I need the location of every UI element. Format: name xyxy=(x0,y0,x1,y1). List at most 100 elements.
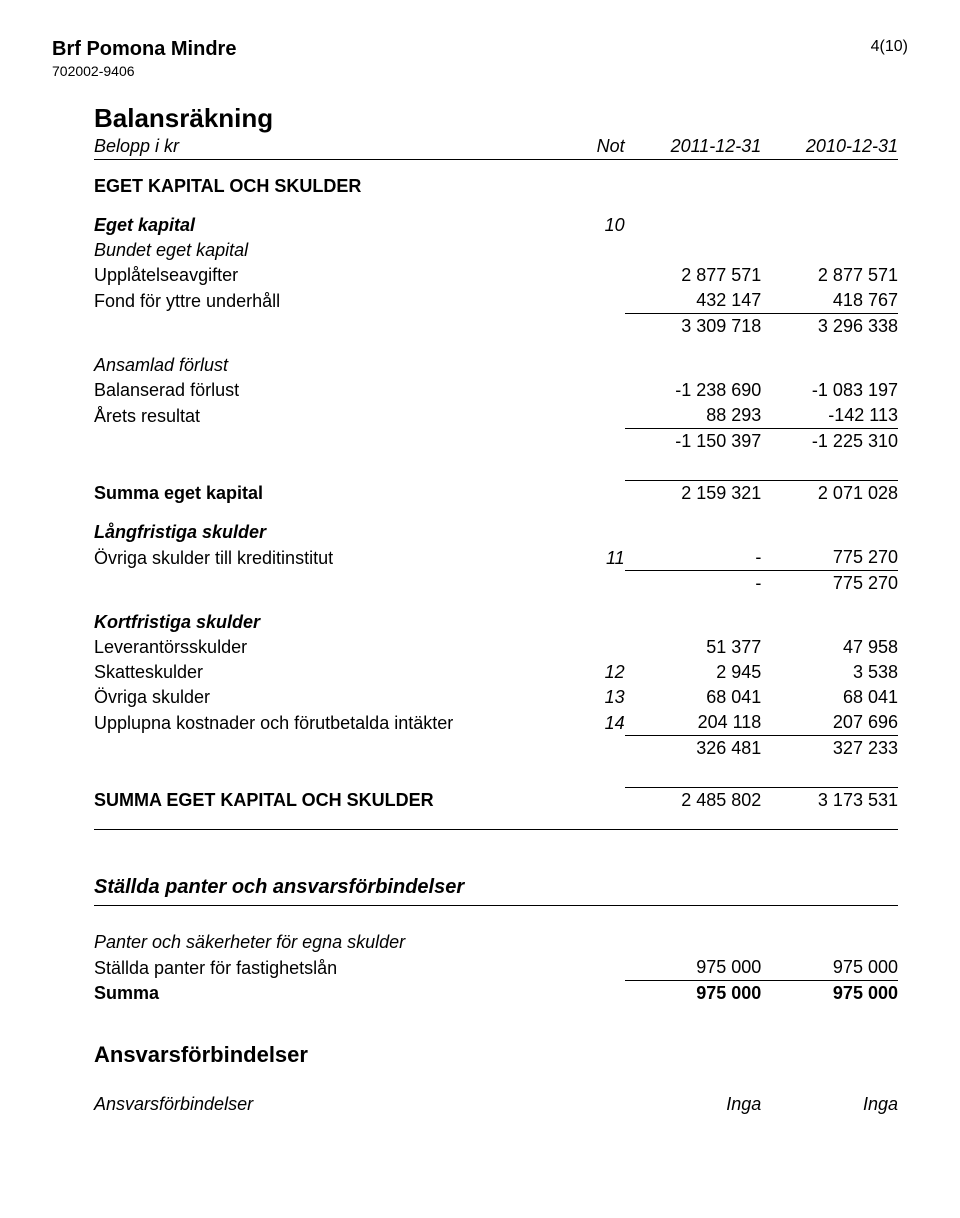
column-header-row: Belopp i kr Not 2011-12-31 2010-12-31 xyxy=(94,134,898,160)
subtotal-row: 3 309 718 3 296 338 xyxy=(94,314,898,340)
col-date-2: 2010-12-31 xyxy=(761,134,898,160)
label: Skatteskulder xyxy=(94,660,552,685)
org-id: 702002-9406 xyxy=(52,63,236,79)
line-item: Övriga skulder 13 68 041 68 041 xyxy=(94,685,898,710)
subheading: Eget kapital xyxy=(94,213,552,238)
label: Upplåtelseavgifter xyxy=(94,263,552,288)
line-item: Årets resultat 88 293 -142 113 xyxy=(94,403,898,429)
line-item: Skatteskulder 12 2 945 3 538 xyxy=(94,660,898,685)
subheading: Långfristiga skulder xyxy=(94,520,552,545)
value-1: -1 238 690 xyxy=(625,378,762,403)
note-ref: 13 xyxy=(552,685,624,710)
value-1: 2 877 571 xyxy=(625,263,762,288)
label: Fond för yttre underhåll xyxy=(94,288,552,314)
value-1: 2 945 xyxy=(625,660,762,685)
value-1: 88 293 xyxy=(625,403,762,429)
value-1: 51 377 xyxy=(625,635,762,660)
line-item: Övriga skulder till kreditinstitut 11 - … xyxy=(94,545,898,571)
value-2: 975 000 xyxy=(761,981,898,1007)
note-ref: 10 xyxy=(552,213,624,238)
eget-kapital-row: Eget kapital 10 xyxy=(94,213,898,238)
label: Årets resultat xyxy=(94,403,552,429)
value-2: 775 270 xyxy=(761,545,898,571)
value-2: -142 113 xyxy=(761,403,898,429)
value-2: -1 083 197 xyxy=(761,378,898,403)
label: Summa eget kapital xyxy=(94,481,552,507)
section-heading: EGET KAPITAL OCH SKULDER xyxy=(94,174,552,199)
panter-section-title: Ställda panter och ansvarsförbindelser xyxy=(94,876,898,899)
value-2: 775 270 xyxy=(761,571,898,597)
value-2: 3 538 xyxy=(761,660,898,685)
label: Leverantörsskulder xyxy=(94,635,552,660)
value-1: Inga xyxy=(625,1092,762,1117)
value-1: 204 118 xyxy=(625,710,762,736)
value-1: 975 000 xyxy=(625,981,762,1007)
value-2: 2 071 028 xyxy=(761,481,898,507)
value-2: Inga xyxy=(761,1092,898,1117)
org-name: Brf Pomona Mindre xyxy=(52,38,236,61)
label: SUMMA EGET KAPITAL OCH SKULDER xyxy=(94,788,552,814)
note-ref: 14 xyxy=(552,710,624,736)
page-number: 4(10) xyxy=(871,38,908,56)
line-item: Balanserad förlust -1 238 690 -1 083 197 xyxy=(94,378,898,403)
summa-row: Summa 975 000 975 000 xyxy=(94,981,898,1007)
subtotal-row: 326 481 327 233 xyxy=(94,736,898,762)
label: Summa xyxy=(94,981,552,1007)
value-2: 3 296 338 xyxy=(761,314,898,340)
panter-table: Panter och säkerheter för egna skulder S… xyxy=(94,930,898,1006)
value-1: 326 481 xyxy=(625,736,762,762)
label: Övriga skulder xyxy=(94,685,552,710)
label: Ansvarsförbindelser xyxy=(94,1092,552,1117)
section-heading-row: EGET KAPITAL OCH SKULDER xyxy=(94,174,898,199)
value-1: 2 159 321 xyxy=(625,481,762,507)
subheading: Panter och säkerheter för egna skulder xyxy=(94,930,552,955)
subheading: Bundet eget kapital xyxy=(94,238,552,263)
value-2: 47 958 xyxy=(761,635,898,660)
kortfristiga-heading-row: Kortfristiga skulder xyxy=(94,610,898,635)
value-1: -1 150 397 xyxy=(625,429,762,455)
subtotal-row: - 775 270 xyxy=(94,571,898,597)
bundet-heading-row: Bundet eget kapital xyxy=(94,238,898,263)
label: Övriga skulder till kreditinstitut xyxy=(94,545,552,571)
value-2: 207 696 xyxy=(761,710,898,736)
ansvars-title: Ansvarsförbindelser xyxy=(94,1042,898,1068)
value-2: 68 041 xyxy=(761,685,898,710)
page-header: Brf Pomona Mindre 702002-9406 4(10) xyxy=(52,38,908,79)
divider xyxy=(94,905,898,906)
label: Ställda panter för fastighetslån xyxy=(94,955,552,981)
balance-sheet: Belopp i kr Not 2011-12-31 2010-12-31 EG… xyxy=(94,134,898,1117)
line-item: Upplåtelseavgifter 2 877 571 2 877 571 xyxy=(94,263,898,288)
line-item: Ställda panter för fastighetslån 975 000… xyxy=(94,955,898,981)
line-item: Fond för yttre underhåll 432 147 418 767 xyxy=(94,288,898,314)
org-block: Brf Pomona Mindre 702002-9406 xyxy=(52,38,236,79)
subheading: Ansamlad förlust xyxy=(94,353,552,378)
value-2: 3 173 531 xyxy=(761,788,898,814)
col-not: Not xyxy=(552,134,624,160)
ansvars-table: Ansvarsförbindelser Inga Inga xyxy=(94,1092,898,1117)
value-2: -1 225 310 xyxy=(761,429,898,455)
col-label: Belopp i kr xyxy=(94,134,552,160)
label: Upplupna kostnader och förutbetalda intä… xyxy=(94,710,552,736)
value-1: 3 309 718 xyxy=(625,314,762,340)
col-date-1: 2011-12-31 xyxy=(625,134,762,160)
document-title: Balansräkning xyxy=(94,103,908,134)
value-1: 432 147 xyxy=(625,288,762,314)
value-2: 327 233 xyxy=(761,736,898,762)
panter-subheading-row: Panter och säkerheter för egna skulder xyxy=(94,930,898,955)
balance-table: Belopp i kr Not 2011-12-31 2010-12-31 EG… xyxy=(94,134,898,830)
langfristiga-heading-row: Långfristiga skulder xyxy=(94,520,898,545)
value-1: 68 041 xyxy=(625,685,762,710)
value-1: 975 000 xyxy=(625,955,762,981)
value-2: 975 000 xyxy=(761,955,898,981)
value-1: 2 485 802 xyxy=(625,788,762,814)
subtotal-row: -1 150 397 -1 225 310 xyxy=(94,429,898,455)
note-ref: 12 xyxy=(552,660,624,685)
line-item: Leverantörsskulder 51 377 47 958 xyxy=(94,635,898,660)
line-item: Ansvarsförbindelser Inga Inga xyxy=(94,1092,898,1117)
note-ref: 11 xyxy=(552,545,624,571)
value-2: 2 877 571 xyxy=(761,263,898,288)
summa-eget-row: Summa eget kapital 2 159 321 2 071 028 xyxy=(94,481,898,507)
grand-total-row: SUMMA EGET KAPITAL OCH SKULDER 2 485 802… xyxy=(94,788,898,814)
value-1: - xyxy=(625,545,762,571)
line-item: Upplupna kostnader och förutbetalda intä… xyxy=(94,710,898,736)
